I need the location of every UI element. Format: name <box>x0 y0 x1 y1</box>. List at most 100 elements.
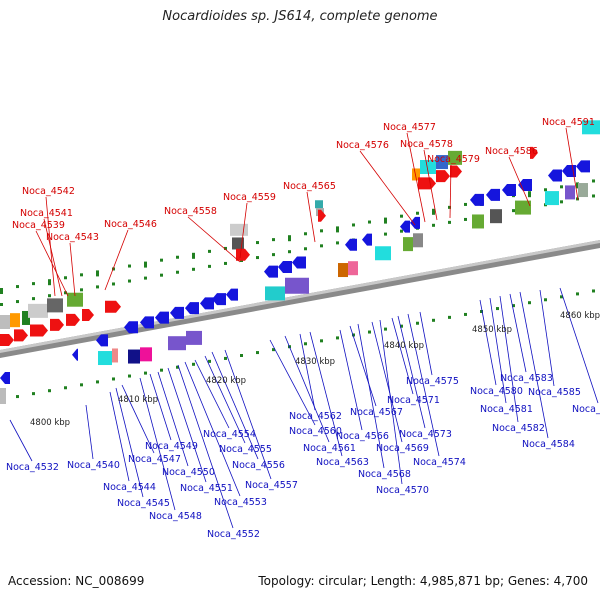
gene-block <box>67 292 83 307</box>
gc-dot <box>48 279 51 286</box>
reverse-gene-arrow <box>0 372 10 384</box>
forward-gene-arrow <box>436 170 450 183</box>
gc-dot <box>128 264 131 268</box>
reverse-gene-arrow <box>124 321 138 334</box>
gc-dot <box>592 179 595 183</box>
forward-gene-arrow <box>530 146 538 159</box>
leader-line <box>157 371 189 467</box>
gc-dot <box>368 330 371 334</box>
leader-line <box>306 191 316 243</box>
gene-block <box>412 168 420 181</box>
leader-line <box>509 293 527 373</box>
gene-block <box>140 347 152 362</box>
gc-dot <box>560 185 563 189</box>
gc-dot <box>432 223 435 227</box>
topology-summary: Topology: circular; Length: 4,985,871 bp… <box>258 574 588 588</box>
scale-tick-label: 4810 kbp <box>118 395 158 405</box>
gc-dot <box>128 374 131 378</box>
gene-block <box>375 246 391 261</box>
gc-dot <box>96 270 99 277</box>
gene-label-reverse: Noca_4584 <box>522 439 575 450</box>
gc-dot <box>32 282 35 286</box>
leader-line <box>508 156 531 207</box>
gene-block <box>265 286 285 301</box>
leader-line <box>419 311 433 376</box>
scale-tick-label: 4820 kbp <box>206 376 246 386</box>
reverse-gene-arrow <box>264 265 278 278</box>
gc-dot <box>32 392 35 396</box>
gc-dot <box>16 300 19 304</box>
gc-dot <box>304 247 307 251</box>
gene-label-forward: Noca_4543 <box>46 232 99 243</box>
gc-dot <box>352 333 355 337</box>
gene-label-reverse: Noca_4568 <box>358 469 411 480</box>
gc-dot <box>272 253 275 257</box>
scale-tick-label: 4850 kbp <box>472 325 512 335</box>
gc-dot <box>144 261 147 268</box>
gene-label-reverse: Noca_4583 <box>500 373 553 384</box>
reverse-gene-arrow <box>400 220 410 233</box>
gc-dot <box>304 232 307 236</box>
gene-block <box>515 200 531 215</box>
gc-dot <box>112 267 115 271</box>
gc-dot <box>0 303 3 306</box>
gc-dot <box>400 214 403 218</box>
gene-label-reverse: Noca_4555 <box>219 444 272 455</box>
gc-dot <box>208 249 211 253</box>
gene-label-reverse: Noca_4574 <box>413 457 466 468</box>
gene-label-reverse: Noca_4552 <box>207 529 260 540</box>
gene-label-reverse: Noca_4580 <box>470 386 523 397</box>
gc-dot <box>528 301 531 305</box>
reverse-gene-arrow <box>140 316 154 329</box>
gene-label-reverse: Noca_4557 <box>245 480 298 491</box>
gene-block <box>98 351 112 366</box>
gene-label-forward: Noca_4559 <box>223 192 276 203</box>
leader-line <box>177 364 234 529</box>
gene-label-forward: Noca_4576 <box>336 140 389 151</box>
leader-line <box>423 149 438 221</box>
leader-line <box>371 321 403 443</box>
gene-label-forward: Noca_4577 <box>383 122 436 133</box>
gene-block <box>448 150 462 165</box>
reverse-gene-arrow <box>155 311 169 324</box>
leader-line <box>269 339 316 426</box>
gene-block <box>128 349 140 364</box>
gene-block <box>436 155 448 170</box>
gene-block <box>348 261 358 276</box>
reverse-gene-arrow <box>200 297 214 310</box>
gene-label-forward: Noca_4546 <box>104 219 157 230</box>
gc-dot <box>208 264 211 268</box>
gene-label-reverse: Noca_4547 <box>128 454 181 465</box>
gene-label-reverse: Noca_4582 <box>492 423 545 434</box>
gene-block <box>10 313 20 328</box>
leader-line <box>449 164 452 219</box>
leader-line <box>407 313 440 457</box>
gc-dot <box>272 348 275 352</box>
reverse-gene-arrow <box>278 261 292 274</box>
gene-label-reverse: Noca_4550 <box>162 467 215 478</box>
gc-dot <box>288 235 291 242</box>
reverse-gene-arrow <box>362 233 372 246</box>
gene-block <box>420 160 436 174</box>
gene-block <box>47 298 63 313</box>
gene-label-forward: Noca_4591 <box>542 117 595 128</box>
leader-line <box>406 132 426 223</box>
gene-block <box>28 303 48 318</box>
gene-block <box>230 223 248 236</box>
gc-dot <box>32 297 35 301</box>
leader-line <box>9 419 33 462</box>
gene-label-reverse: Noca_4573 <box>399 429 452 440</box>
leader-line <box>359 150 416 226</box>
reverse-gene-arrow <box>502 183 516 196</box>
gc-dot <box>64 291 67 295</box>
forward-gene-arrow <box>0 334 14 346</box>
forward-gene-arrow <box>14 329 28 342</box>
gene-block <box>472 214 484 229</box>
leader-line <box>109 391 130 482</box>
leader-line <box>479 299 497 386</box>
gc-dot <box>64 386 67 390</box>
gene-block <box>338 263 348 278</box>
leader-line <box>309 331 343 457</box>
gene-label-reverse: Noca_4575 <box>406 376 459 387</box>
